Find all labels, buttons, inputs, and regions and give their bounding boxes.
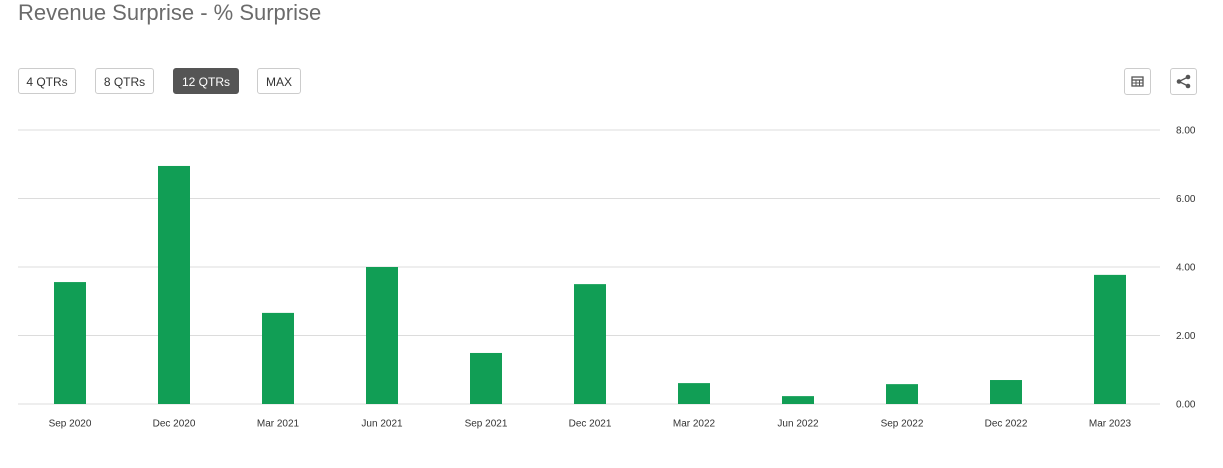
range-button[interactable]: 8 QTRs [95,68,154,94]
x-tick-label: Dec 2021 [569,419,612,430]
y-tick-label: 8.00 [1176,126,1196,137]
bar [1094,274,1126,404]
x-tick-label: Mar 2023 [1089,419,1132,430]
x-tick-label: Sep 2021 [465,419,508,430]
x-tick-label: Sep 2022 [881,419,924,430]
range-button[interactable]: 4 QTRs [18,68,76,94]
bar [158,165,190,404]
x-tick-label: Mar 2021 [257,419,300,430]
bar [782,396,814,404]
table-glyph [1131,76,1144,87]
y-tick-label: 6.00 [1176,194,1196,205]
bar [990,380,1022,404]
x-tick-label: Jun 2021 [361,419,403,430]
bar [262,312,294,404]
table-icon[interactable] [1124,68,1151,95]
bar [54,282,86,404]
y-tick-label: 0.00 [1176,400,1196,411]
bar [678,383,710,404]
x-tick-label: Sep 2020 [49,419,92,430]
y-tick-label: 4.00 [1176,263,1196,274]
y-tick-label: 2.00 [1176,331,1196,342]
bar [574,284,606,404]
bar [366,267,398,404]
chart-title: Revenue Surprise - % Surprise [18,0,322,25]
x-tick-label: Mar 2022 [673,419,716,430]
share-glyph [1176,74,1191,89]
share-icon[interactable] [1170,68,1197,95]
x-tick-label: Jun 2022 [777,419,819,430]
range-button[interactable]: MAX [257,68,301,94]
range-button[interactable]: 12 QTRs [173,68,239,94]
x-tick-label: Dec 2022 [985,419,1028,430]
bar [470,352,502,404]
bar [886,384,918,404]
x-tick-label: Dec 2020 [153,419,196,430]
